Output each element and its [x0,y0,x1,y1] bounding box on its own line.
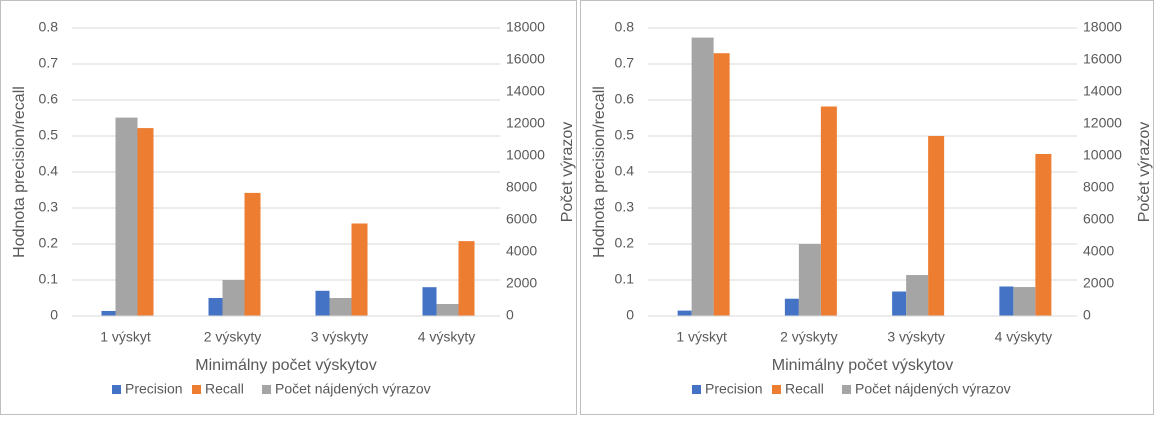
legend-label: Precision [705,381,763,397]
legend-swatch [262,385,271,394]
y2-tick-label: 2000 [1083,275,1114,291]
x-tick-label: 3 výskyty [887,329,945,345]
y2-tick-label: 18000 [506,19,545,35]
bar [906,275,929,316]
x-tick-label: 1 výskyt [100,329,151,345]
y-tick-label: 0.6 [615,91,635,107]
y-tick-label: 0.8 [615,19,635,35]
y-tick-label: 0 [626,307,634,323]
x-axis-title: Minimálny počet výskytov [195,357,376,374]
y2-tick-label: 4000 [1083,243,1114,259]
y2-tick-label: 2000 [506,275,537,291]
legend-swatch [112,385,121,394]
y2-tick-label: 16000 [506,51,545,67]
y2-tick-label: 12000 [506,115,545,131]
x-axis-title: Minimálny počet výskytov [772,357,953,374]
y2-tick-label: 14000 [506,83,545,99]
x-tick-label: 1 výskyt [676,329,727,345]
y-tick-label: 0.5 [615,127,635,143]
y2-tick-label: 18000 [1083,19,1122,35]
y-tick-label: 0.5 [39,127,59,143]
y-tick-label: 0.6 [39,91,59,107]
bar [784,298,799,316]
y-axis-title: Hodnota precision/recall [591,86,608,258]
y2-tick-label: 0 [1083,307,1091,323]
y-tick-label: 0.8 [39,19,59,35]
y-tick-label: 0 [50,307,58,323]
y2-tick-label: 14000 [1083,83,1122,99]
y2-tick-label: 6000 [506,211,537,227]
y-tick-label: 0.3 [39,199,59,215]
legend-label: Recall [785,381,824,397]
y2-tick-label: 0 [506,307,514,323]
bar [329,298,352,316]
bar [798,244,821,316]
bar [1013,287,1036,316]
y2-axis-title: Počet výrazov [559,122,576,222]
bar [208,298,223,316]
bar [422,287,437,316]
bar [820,106,837,316]
y2-tick-label: 8000 [1083,179,1114,195]
bar [928,136,945,316]
y-tick-label: 0.1 [39,271,59,287]
panel-border [0,0,577,415]
y-tick-label: 0.1 [615,271,635,287]
bar [351,223,368,316]
x-tick-label: 3 výskyty [311,329,369,345]
bar [436,304,459,316]
y2-axis-title: Počet výrazov [1136,122,1153,222]
bar [999,286,1014,316]
y-tick-label: 0.3 [615,199,635,215]
legend-swatch [842,385,851,394]
x-tick-label: 2 výskyty [780,329,838,345]
x-tick-label: 2 výskyty [204,329,262,345]
y-axis-title: Hodnota precision/recall [11,86,28,258]
y2-tick-label: 4000 [506,243,537,259]
bar [458,241,475,316]
bar [677,310,692,316]
y2-tick-label: 6000 [1083,211,1114,227]
y2-tick-label: 10000 [506,147,545,163]
y2-tick-label: 12000 [1083,115,1122,131]
legend-swatch [692,385,701,394]
bar [222,280,245,316]
legend-label: Počet nájdených výrazov [275,381,431,397]
legend-label: Recall [205,381,244,397]
bar [1035,154,1052,316]
y2-tick-label: 10000 [1083,147,1122,163]
bar [115,117,138,316]
x-tick-label: 4 výskyty [418,329,476,345]
y-tick-label: 0.2 [39,235,59,251]
legend-swatch [772,385,781,394]
bar [244,192,261,316]
y-tick-label: 0.7 [615,55,635,71]
y2-tick-label: 8000 [506,179,537,195]
y-tick-label: 0.4 [615,163,635,179]
bar [101,310,116,316]
y2-tick-label: 16000 [1083,51,1122,67]
bar [691,37,714,316]
bar [315,290,330,316]
y-tick-label: 0.2 [615,235,635,251]
legend-label: Precision [125,381,183,397]
y-tick-label: 0.4 [39,163,59,179]
bar [137,128,154,316]
x-tick-label: 4 výskyty [995,329,1053,345]
bar [713,53,730,316]
y-tick-label: 0.7 [39,55,59,71]
legend-swatch [192,385,201,394]
legend-label: Počet nájdených výrazov [855,381,1011,397]
bar [892,291,907,316]
